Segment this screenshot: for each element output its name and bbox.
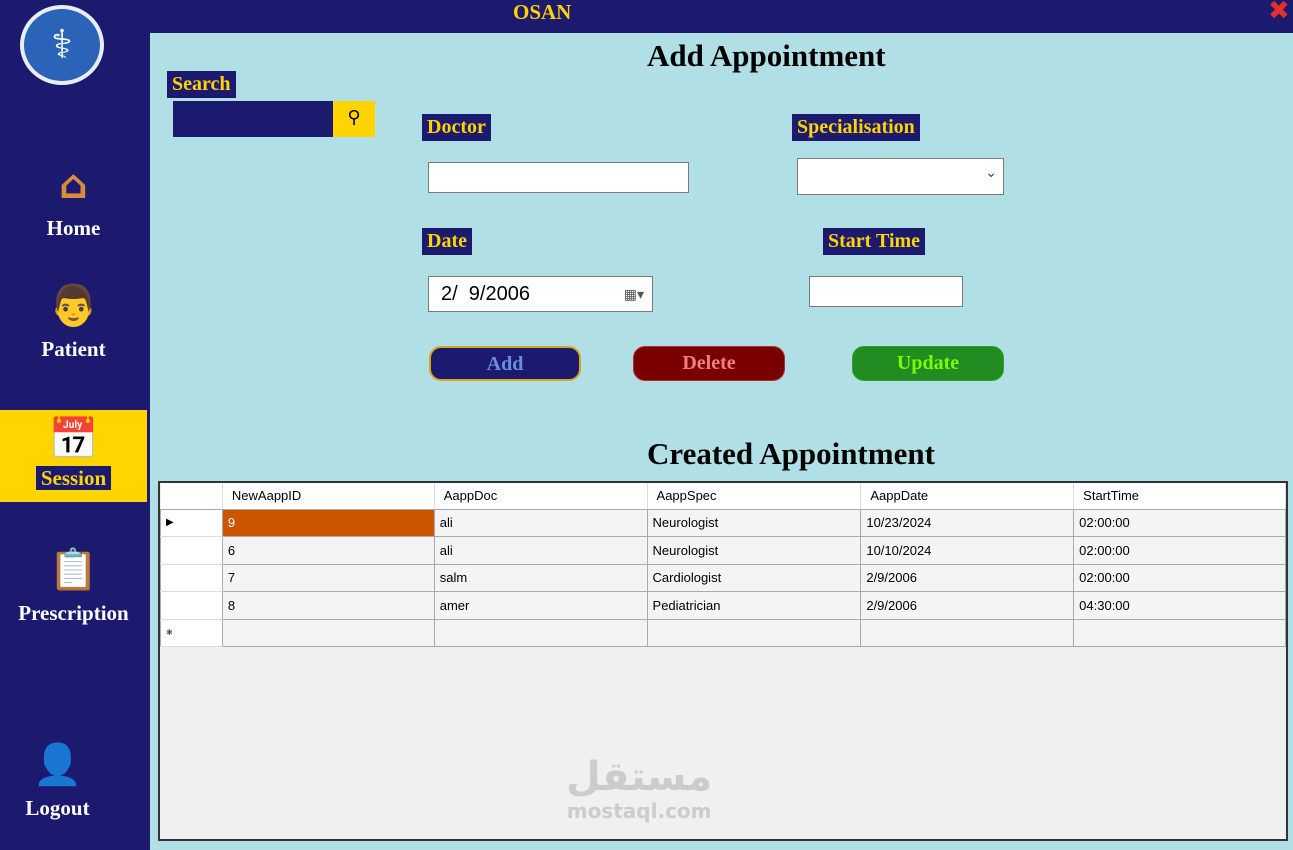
table-cell[interactable]: 02:00:00 (1073, 536, 1286, 565)
sidebar-item-session[interactable]: 📅 Session (0, 410, 147, 502)
doctor-input[interactable] (428, 162, 689, 193)
table-row[interactable]: 7 salm Cardiologist 2/9/2006 02:00:00 (160, 563, 1286, 592)
table-title: Created Appointment (647, 436, 935, 471)
row-header-corner (160, 483, 223, 510)
chevron-down-icon: ⌄ (985, 165, 997, 181)
table-cell[interactable]: 04:30:00 (1073, 591, 1286, 620)
search-label: Search (167, 71, 236, 98)
update-button[interactable]: Update (852, 346, 1004, 381)
table-cell[interactable]: 6 (221, 536, 435, 565)
table-cell[interactable]: 8 (221, 591, 435, 620)
home-icon: ⌂ (59, 162, 88, 208)
column-header[interactable]: AappDoc (434, 483, 648, 510)
title-bar (0, 0, 1293, 33)
table-row[interactable]: 6 ali Neurologist 10/10/2024 02:00:00 (160, 536, 1286, 565)
table-cell[interactable] (1073, 618, 1286, 647)
sidebar-item-label: Prescription (18, 601, 129, 625)
calendar-icon: 📅 (48, 416, 99, 462)
specialisation-label: Specialisation (792, 114, 920, 141)
date-value: 2/ 9/2006 (441, 283, 530, 305)
table-cell[interactable]: 9 (221, 508, 435, 537)
row-selector-icon[interactable]: ▶ (160, 508, 223, 537)
sidebar-item-prescription[interactable]: 📋 Prescription (0, 545, 147, 626)
add-button[interactable]: Add (429, 346, 581, 381)
sidebar-item-label: Logout (25, 796, 90, 820)
table-cell[interactable]: 10/10/2024 (860, 536, 1075, 565)
row-header[interactable] (160, 591, 223, 620)
row-header[interactable] (160, 536, 223, 565)
start-time-input[interactable] (809, 276, 963, 307)
table-row[interactable]: ▶ 9 ali Neurologist 10/23/2024 02:00:00 (160, 508, 1286, 537)
sidebar-item-home[interactable]: ⌂ Home (0, 160, 147, 241)
new-row[interactable]: ✱ (160, 618, 1286, 647)
sidebar: ⚕ ⌂ Home 👨 Patient 📅 Session 📋 Prescription … (0, 0, 150, 850)
form-title: Add Appointment (647, 38, 886, 73)
prescription-icon: 📋 (48, 547, 99, 593)
date-label: Date (422, 228, 472, 255)
table-cell[interactable]: salm (433, 563, 648, 592)
column-header[interactable]: StartTime (1073, 483, 1286, 510)
table-cell[interactable]: 2/9/2006 (860, 563, 1075, 592)
specialisation-select[interactable]: ⌄ (797, 158, 1004, 195)
column-header[interactable]: NewAappID (222, 483, 435, 510)
table-cell[interactable]: 02:00:00 (1073, 563, 1286, 592)
column-header[interactable]: AappSpec (647, 483, 862, 510)
table-cell[interactable] (221, 618, 435, 647)
table-cell[interactable]: Neurologist (646, 508, 862, 537)
table-row[interactable]: 8 amer Pediatrician 2/9/2006 04:30:00 (160, 591, 1286, 620)
search-button[interactable]: ⚲ (333, 101, 375, 137)
table-cell[interactable]: 10/23/2024 (860, 508, 1075, 537)
calendar-dropdown-icon[interactable]: ▦▾ (623, 286, 644, 302)
doctor-icon: 👨 (48, 283, 99, 329)
table-cell[interactable]: Pediatrician (646, 591, 862, 620)
watermark-latin: mostaql.com (566, 799, 712, 823)
table-cell[interactable]: Neurologist (646, 536, 862, 565)
pharmacy-logo-icon: ⚕ (20, 5, 104, 85)
watermark: مستقل mostaql.com (566, 755, 712, 823)
close-icon[interactable]: ✖ (1268, 0, 1290, 26)
new-row-icon: ✱ (160, 618, 223, 647)
table-cell[interactable] (860, 618, 1075, 647)
table-cell[interactable]: amer (433, 591, 648, 620)
table-cell[interactable]: ali (433, 536, 648, 565)
table-cell[interactable]: ali (433, 508, 648, 537)
header-row: NewAappID AappDoc AappSpec AappDate Star… (160, 483, 1286, 510)
doctor-label: Doctor (422, 114, 491, 141)
start-time-label: Start Time (823, 228, 926, 255)
delete-button[interactable]: Delete (633, 346, 785, 381)
date-picker[interactable]: 2/ 9/2006 ▦▾ (428, 276, 653, 312)
search-input[interactable] (173, 101, 333, 137)
appointments-grid[interactable]: NewAappID AappDoc AappSpec AappDate Star… (158, 481, 1288, 841)
table-cell[interactable] (646, 618, 862, 647)
table-cell[interactable]: 02:00:00 (1073, 508, 1286, 537)
row-header[interactable] (160, 563, 223, 592)
search-icon: ⚲ (347, 107, 361, 128)
sidebar-item-logout[interactable]: 👤 Logout (0, 740, 115, 821)
table-cell[interactable]: 7 (221, 563, 435, 592)
logout-icon: 👤 (32, 742, 83, 788)
column-header[interactable]: AappDate (860, 483, 1075, 510)
table-cell[interactable]: Cardiologist (646, 563, 862, 592)
watermark-arabic: مستقل (566, 754, 713, 800)
table-cell[interactable]: 2/9/2006 (860, 591, 1075, 620)
sidebar-item-label: Patient (41, 337, 106, 361)
sidebar-item-label: Home (46, 216, 101, 240)
app-title: OSAN (513, 0, 572, 24)
sidebar-item-patient[interactable]: 👨 Patient (0, 281, 147, 362)
sidebar-item-label: Session (34, 465, 113, 491)
table-cell[interactable] (433, 618, 648, 647)
